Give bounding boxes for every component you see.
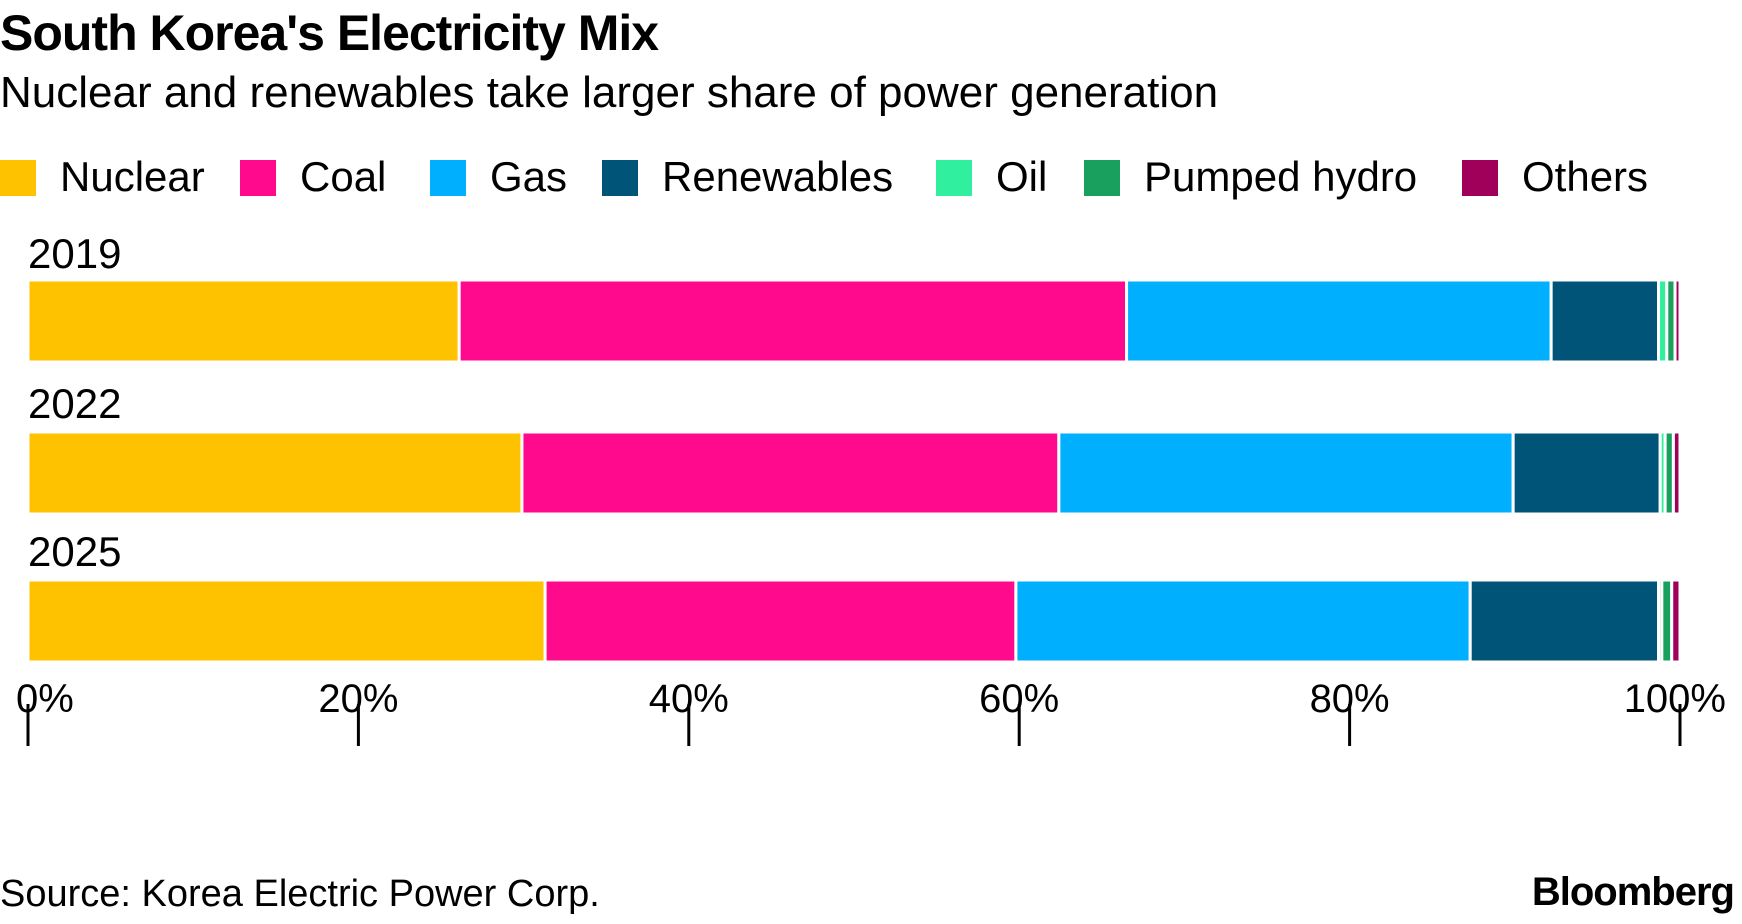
legend-swatch-coal (240, 160, 276, 196)
bar-segment-2025-others (1670, 578, 1682, 664)
bar-segment-2025-nuclear (26, 578, 547, 664)
category-label-2025: 2025 (28, 528, 121, 575)
legend-label-pumped-hydro: Pumped hydro (1144, 153, 1418, 200)
category-label-2022: 2022 (28, 380, 121, 427)
stacked-bar-chart: 2019 2022 2025 0% 20% 40% 60% 80% 100% (16, 230, 1726, 746)
legend-swatch-oil (936, 160, 972, 196)
legend-label-coal: Coal (300, 153, 387, 200)
chart-title: South Korea's Electricity Mix (0, 5, 659, 61)
bloomberg-logo: Bloomberg (1531, 870, 1735, 914)
bar-segment-2019-gas (1125, 278, 1553, 364)
bar-segment-2022-others (1671, 430, 1682, 516)
category-label-2019: 2019 (28, 230, 121, 277)
source-note: Source: Korea Electric Power Corp. (0, 873, 600, 915)
x-tick-label-100: 100% (1624, 677, 1726, 721)
legend-swatch-nuclear (0, 160, 36, 196)
x-tick-label-0: 0% (16, 677, 74, 721)
bar-segment-2022-nuclear (26, 430, 524, 516)
legend-label-gas: Gas (490, 153, 568, 200)
bar-segment-2022-gas (1057, 430, 1515, 516)
x-tick-label-40: 40% (649, 677, 729, 721)
legend-label-nuclear: Nuclear (60, 153, 205, 200)
bar-segment-2019-coal (457, 278, 1129, 364)
x-tick-label-80: 80% (1310, 677, 1390, 721)
bar-segment-2022-renewables (1511, 430, 1662, 516)
legend-swatch-others (1462, 160, 1498, 196)
chart-subtitle: Nuclear and renewables take larger share… (0, 68, 1219, 117)
bar-segment-2019-others (1673, 278, 1682, 364)
legend-label-oil: Oil (996, 153, 1048, 200)
legend-swatch-renewables (602, 160, 638, 196)
x-tick-label-20: 20% (318, 677, 398, 721)
legend-label-others: Others (1522, 153, 1649, 200)
bar-segment-2019-nuclear (26, 278, 461, 364)
legend-swatch-pumped-hydro (1084, 160, 1120, 196)
bar-segment-2022-coal (520, 430, 1061, 516)
bar-segment-2025-gas (1014, 578, 1472, 664)
legend-swatch-gas (430, 160, 466, 196)
bar-segment-2025-coal (543, 578, 1018, 664)
bar-segment-2025-renewables (1468, 578, 1661, 664)
x-tick-label-60: 60% (979, 677, 1059, 721)
legend-label-renewables: Renewables (662, 153, 894, 200)
bar-segment-2019-renewables (1549, 278, 1661, 364)
